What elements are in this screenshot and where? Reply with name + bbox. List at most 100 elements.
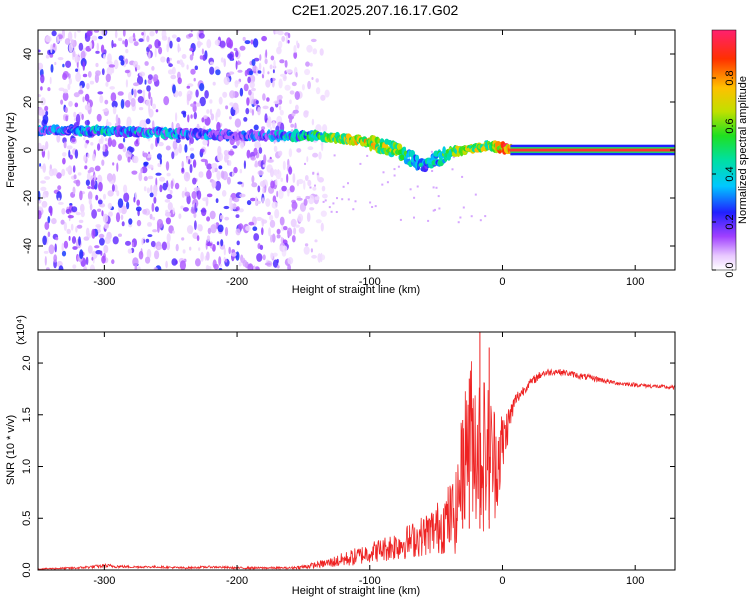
noise-speck	[40, 74, 45, 84]
noise-speck	[157, 223, 160, 233]
noise-speck	[103, 54, 106, 60]
noise-speck	[393, 168, 396, 171]
noise-speck	[267, 116, 272, 126]
noise-speck	[61, 242, 64, 252]
noise-speck	[432, 209, 435, 212]
noise-speck	[206, 266, 212, 270]
noise-speck	[91, 228, 96, 239]
noise-speck	[286, 69, 293, 74]
noise-speck	[284, 60, 288, 68]
noise-speck	[296, 40, 299, 46]
noise-speck	[194, 202, 197, 212]
noise-speck	[95, 194, 99, 201]
noise-speck	[146, 85, 151, 92]
noise-speck	[75, 113, 81, 124]
noise-speck	[126, 201, 130, 210]
noise-speck	[246, 149, 251, 159]
noise-speck	[102, 143, 106, 153]
noise-speck	[342, 185, 345, 188]
noise-speck	[38, 206, 44, 211]
noise-speck	[111, 259, 115, 265]
noise-speck	[290, 123, 295, 128]
noise-speck	[118, 143, 124, 150]
noise-speck	[304, 243, 309, 247]
noise-speck	[258, 143, 261, 148]
noise-speck	[249, 81, 255, 89]
noise-speck	[188, 33, 194, 38]
noise-speck	[270, 180, 275, 189]
noise-speck	[279, 73, 287, 77]
noise-speck	[287, 39, 290, 44]
noise-speck	[211, 162, 218, 169]
x-tick-label: -100	[359, 276, 381, 288]
noise-speck	[203, 115, 208, 119]
noise-speck	[133, 41, 139, 47]
noise-speck	[262, 164, 266, 168]
noise-speck	[65, 115, 69, 122]
noise-speck	[274, 30, 280, 35]
noise-speck	[100, 44, 105, 54]
colorbar-tick-label: 0.4	[724, 166, 736, 181]
noise-speck	[301, 84, 305, 91]
noise-speck	[51, 30, 57, 37]
noise-speck	[271, 233, 276, 243]
noise-speck	[133, 155, 139, 164]
noise-speck	[102, 213, 109, 223]
noise-speck	[321, 142, 324, 152]
noise-speck	[267, 211, 271, 216]
noise-speck	[307, 179, 312, 187]
noise-speck	[181, 62, 185, 68]
noise-speck	[51, 218, 57, 225]
noise-speck	[386, 181, 389, 184]
noise-speck	[79, 249, 84, 260]
noise-speck	[218, 96, 223, 105]
noise-speck	[101, 68, 105, 76]
noise-speck	[80, 203, 85, 213]
noise-speck	[78, 89, 84, 95]
noise-speck	[97, 91, 104, 95]
noise-speck	[322, 124, 328, 133]
noise-speck	[141, 32, 145, 36]
noise-speck	[62, 152, 67, 157]
noise-speck	[187, 114, 190, 123]
noise-speck	[57, 185, 62, 191]
noise-speck	[78, 219, 84, 224]
noise-speck	[190, 226, 193, 235]
noise-speck	[166, 233, 171, 243]
noise-speck	[219, 215, 224, 220]
noise-speck	[270, 167, 274, 178]
noise-speck	[51, 168, 58, 176]
noise-speck	[188, 159, 191, 165]
noise-speck	[135, 139, 139, 144]
noise-speck	[169, 189, 173, 195]
noise-speck	[38, 210, 42, 220]
noise-speck	[262, 254, 266, 261]
noise-speck	[249, 108, 253, 113]
noise-speck	[154, 206, 159, 213]
noise-speck	[224, 153, 228, 163]
noise-speck	[322, 193, 328, 199]
noise-speck	[150, 96, 153, 107]
noise-speck	[179, 260, 186, 270]
y-tick-label: 1.5	[21, 407, 33, 422]
snr-y-axis: 0.0 0.5 1.0 1.5 2.0	[21, 355, 675, 578]
spectrogram-x-axis: -300 -200 -100 0 100	[93, 30, 644, 288]
noise-speck	[84, 104, 91, 111]
noise-speck	[305, 195, 311, 200]
noise-speck	[125, 240, 131, 246]
noise-speck	[45, 35, 52, 43]
noise-speck	[252, 226, 258, 231]
x-tick-label: -300	[93, 575, 115, 587]
noise-speck	[175, 243, 179, 252]
noise-speck	[132, 38, 137, 42]
noise-speck	[123, 192, 130, 203]
noise-speck	[98, 233, 105, 239]
noise-speck	[40, 186, 47, 192]
noise-speck	[223, 149, 229, 156]
noise-speck	[97, 229, 101, 233]
noise-speck	[84, 142, 88, 149]
noise-speck	[65, 208, 72, 214]
noise-speck	[220, 57, 224, 63]
noise-speck	[238, 223, 244, 230]
noise-speck	[55, 236, 59, 241]
